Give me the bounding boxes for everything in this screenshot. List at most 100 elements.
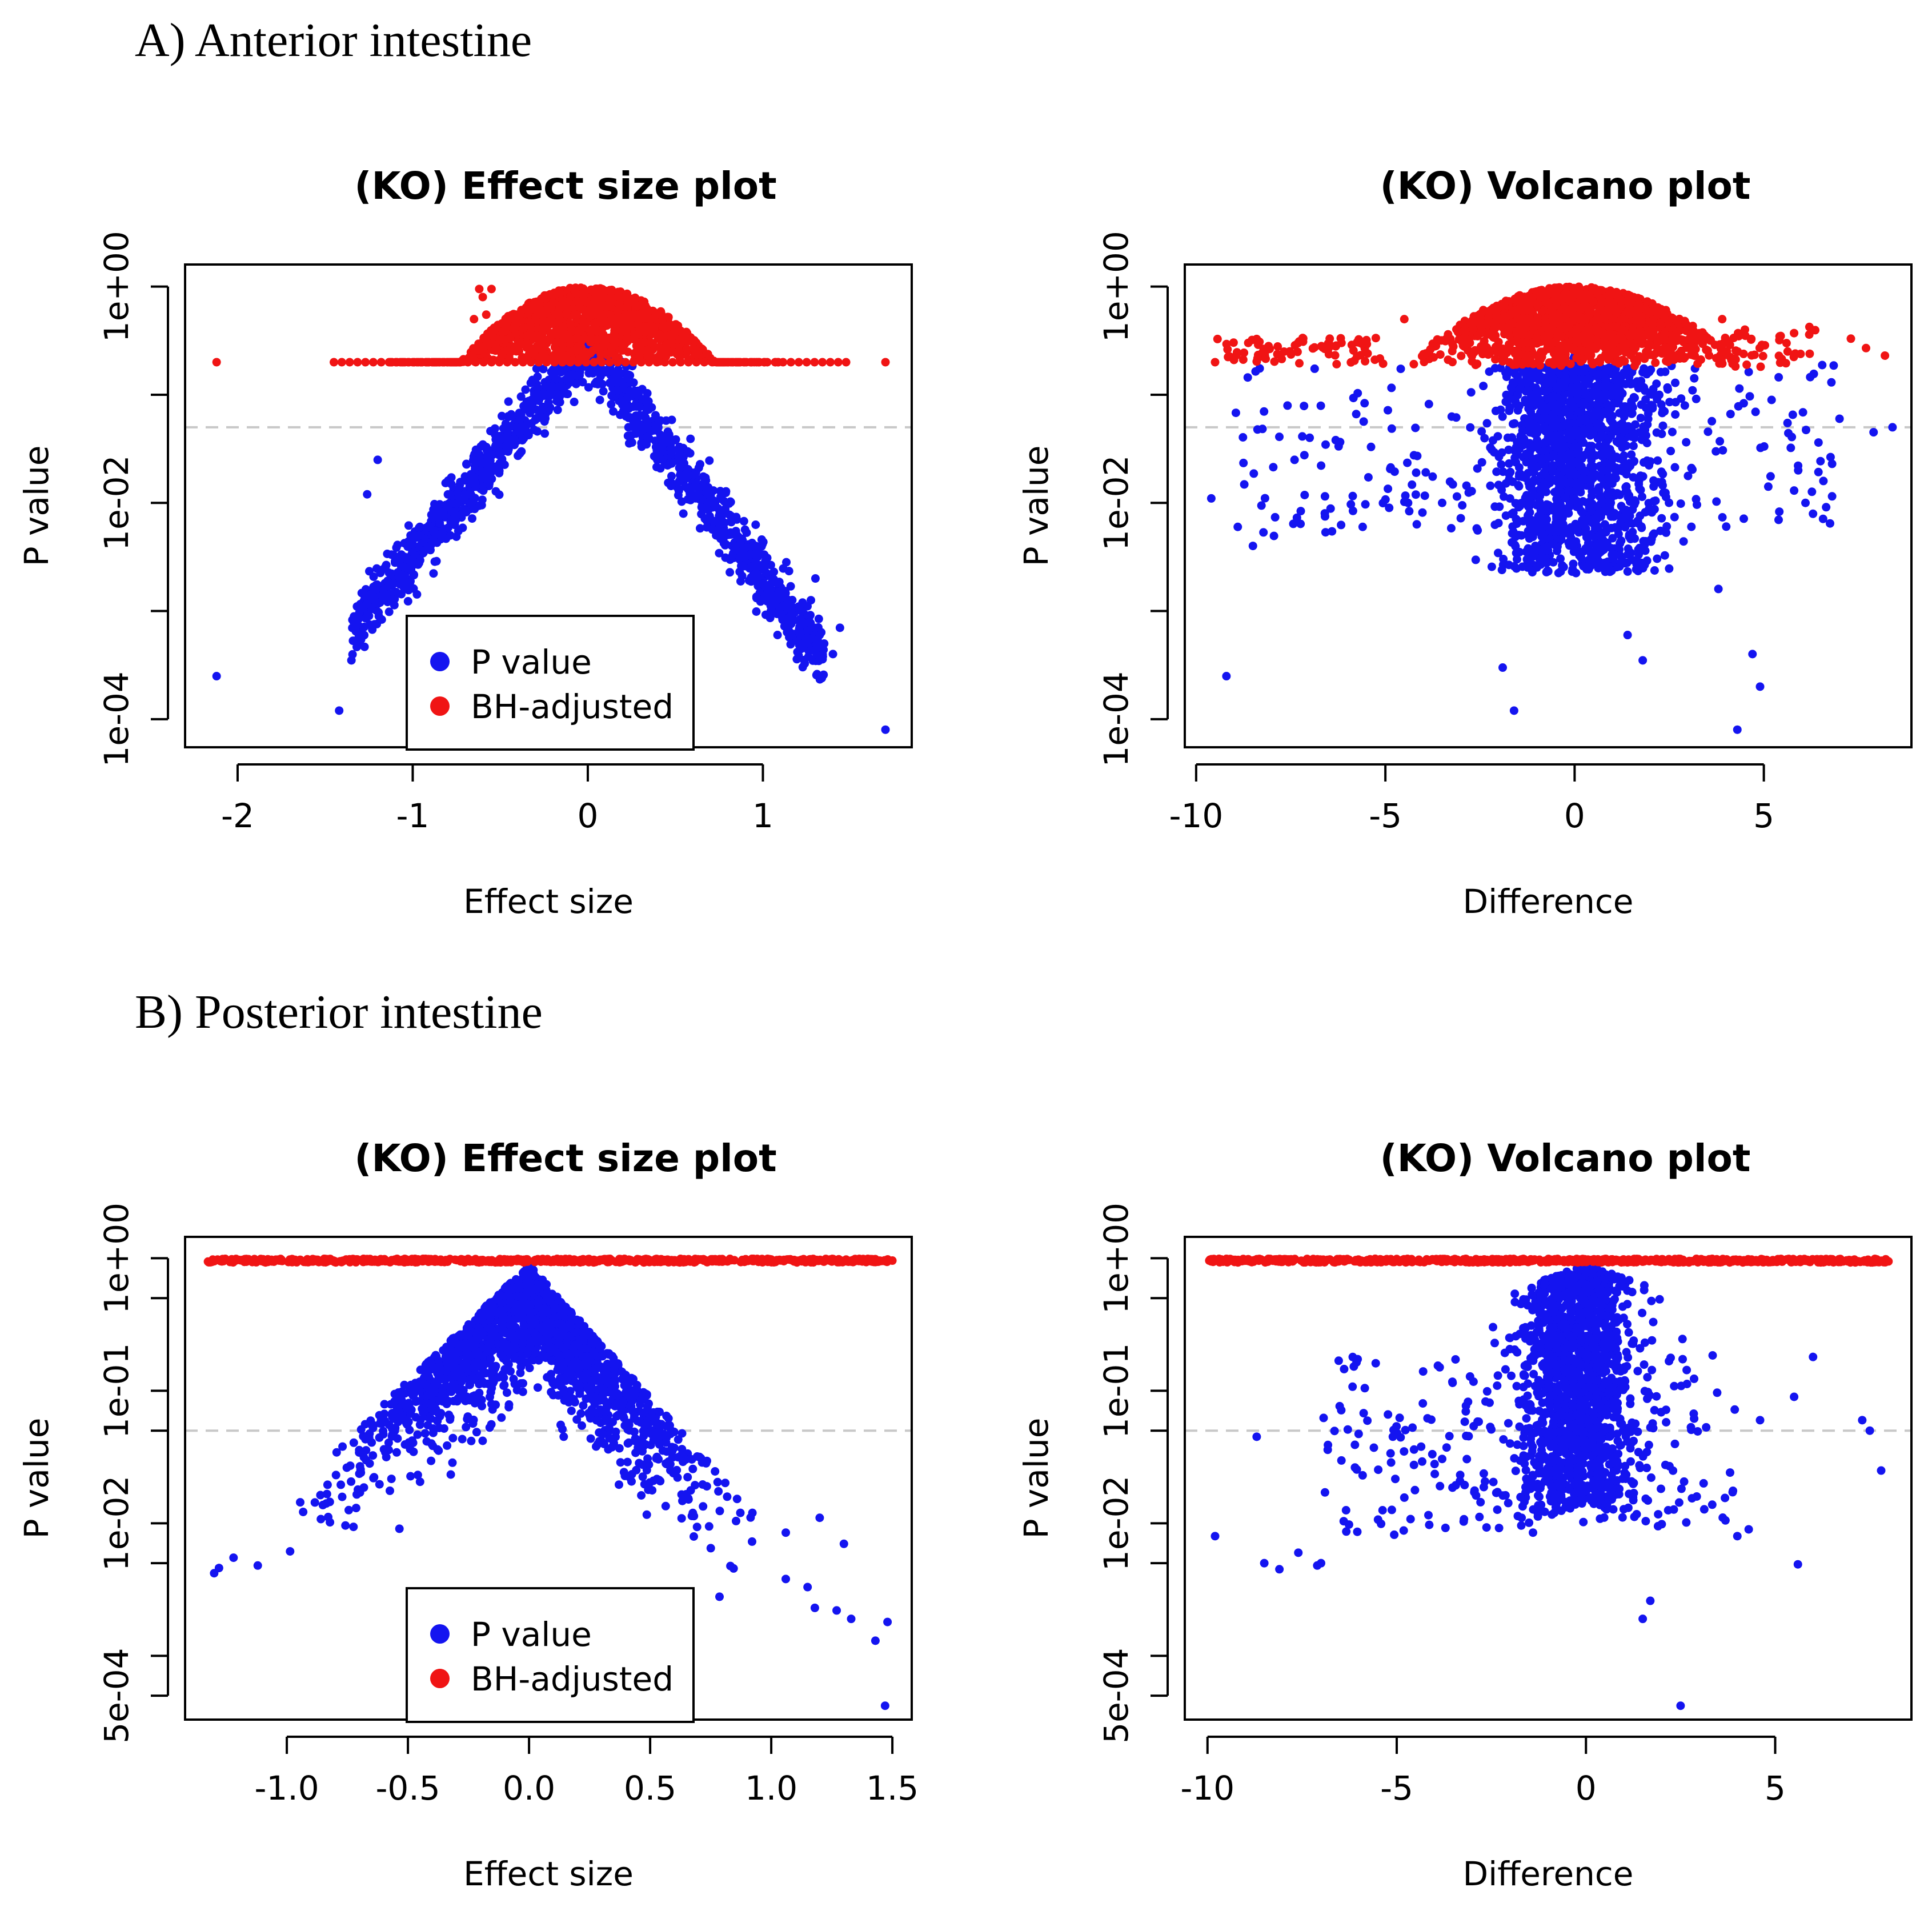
data-point <box>623 289 632 298</box>
data-point <box>1300 451 1309 460</box>
data-point <box>1520 436 1529 446</box>
data-point <box>643 432 651 442</box>
data-point <box>739 358 748 367</box>
data-point <box>477 500 486 510</box>
data-point <box>486 427 495 436</box>
data-point <box>1594 484 1604 494</box>
data-point <box>566 358 575 367</box>
data-point <box>1826 519 1834 528</box>
data-point <box>640 322 650 331</box>
data-point <box>1533 462 1542 471</box>
data-point <box>642 406 651 415</box>
data-point <box>1508 477 1517 486</box>
data-point <box>1594 531 1604 540</box>
data-point <box>1606 404 1616 413</box>
data-point <box>690 482 699 491</box>
data-point <box>810 358 819 367</box>
data-point <box>1629 392 1638 402</box>
data-point <box>1617 536 1626 545</box>
data-point <box>1518 562 1527 571</box>
data-point <box>752 607 761 616</box>
data-point <box>651 452 660 462</box>
data-point <box>692 492 702 501</box>
data-point <box>643 416 652 426</box>
data-point <box>763 595 772 604</box>
data-point <box>1513 438 1522 447</box>
data-point <box>1652 428 1661 437</box>
data-point <box>400 358 410 367</box>
data-point <box>1259 528 1268 537</box>
data-point <box>564 372 573 381</box>
data-point <box>353 358 362 367</box>
data-point <box>723 358 732 367</box>
data-point <box>1348 491 1357 500</box>
data-point <box>751 520 760 529</box>
data-point <box>1381 495 1390 504</box>
data-point <box>360 592 369 601</box>
data-point <box>705 456 714 465</box>
data-point <box>444 523 452 532</box>
data-point <box>430 557 439 566</box>
data-point <box>1486 481 1495 490</box>
data-point <box>1574 521 1584 530</box>
data-point <box>504 424 513 433</box>
data-point <box>1361 500 1370 509</box>
data-point <box>841 358 851 367</box>
data-point <box>475 285 484 294</box>
data-point <box>1360 399 1369 408</box>
data-point <box>814 614 823 623</box>
data-point <box>461 506 470 515</box>
data-point <box>1620 368 1628 377</box>
data-point <box>1827 492 1837 501</box>
data-point <box>737 571 747 580</box>
data-point <box>504 397 513 406</box>
data-point <box>1458 501 1467 510</box>
data-point <box>387 550 396 559</box>
data-point <box>1544 433 1553 442</box>
data-point <box>739 516 748 526</box>
chart-A-volcano: (KO) Volcano plot-10 -5 0 5Difference1e-041… <box>1017 164 1913 921</box>
data-point <box>1473 526 1482 535</box>
data-point <box>392 358 402 367</box>
data-point <box>409 584 418 593</box>
data-point <box>702 488 711 497</box>
data-point <box>753 570 762 579</box>
data-point <box>475 454 484 463</box>
data-point <box>534 358 543 367</box>
data-point <box>1257 501 1266 510</box>
data-point <box>614 287 623 297</box>
data-point <box>1801 498 1810 507</box>
data-point <box>1565 449 1574 458</box>
data-point <box>1518 472 1527 482</box>
data-point <box>787 609 796 618</box>
data-point <box>396 562 406 571</box>
data-point <box>506 334 515 343</box>
data-point <box>1396 364 1405 374</box>
data-point <box>515 449 524 458</box>
data-point <box>624 413 633 422</box>
data-point <box>1642 439 1652 447</box>
data-point <box>1794 466 1803 475</box>
data-point <box>407 565 416 574</box>
data-point <box>1509 706 1518 715</box>
data-point <box>1510 540 1520 550</box>
data-point <box>1651 496 1660 505</box>
data-point <box>615 299 624 309</box>
data-point <box>1384 406 1392 415</box>
data-point <box>787 358 795 367</box>
y-axis-label: P value <box>17 446 56 567</box>
data-point <box>1331 435 1340 444</box>
data-point <box>595 395 604 404</box>
data-point <box>1641 426 1650 435</box>
data-point <box>660 358 670 367</box>
data-point <box>1788 410 1797 419</box>
data-point <box>478 293 487 302</box>
data-point <box>811 574 820 583</box>
data-point <box>377 615 386 624</box>
data-point <box>720 497 729 506</box>
data-point <box>1688 386 1697 395</box>
data-point <box>1554 484 1564 493</box>
data-point <box>1452 413 1461 422</box>
data-point <box>572 297 582 306</box>
